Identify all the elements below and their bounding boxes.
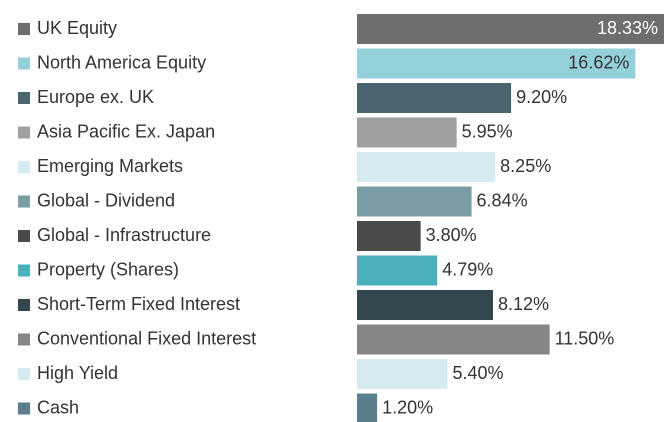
bar [357, 255, 438, 286]
value-label: 6.84% [477, 190, 528, 210]
bar [357, 83, 512, 113]
bar [357, 290, 493, 320]
bar [357, 359, 448, 389]
category-label: Emerging Markets [37, 156, 183, 176]
legend-swatch [18, 368, 30, 380]
bar [357, 14, 664, 44]
value-label: 5.40% [452, 363, 503, 383]
bar [357, 186, 472, 217]
legend-swatch [18, 230, 30, 242]
value-label: 3.80% [426, 225, 477, 245]
legend-swatch [18, 92, 30, 104]
value-label: 11.50% [555, 328, 615, 348]
bar [357, 221, 421, 251]
legend-swatch [18, 299, 30, 311]
category-label: North America Equity [37, 52, 206, 72]
bar [357, 117, 457, 148]
legend-swatch [18, 23, 30, 35]
value-label: 8.25% [500, 156, 551, 176]
legend-swatch [18, 264, 30, 277]
legend-swatch [18, 333, 30, 346]
category-label: Short-Term Fixed Interest [37, 294, 240, 314]
bar [357, 152, 496, 182]
value-label: 4.79% [442, 259, 493, 279]
category-label: High Yield [37, 363, 118, 383]
category-label: Property (Shares) [37, 259, 179, 279]
category-label: UK Equity [37, 18, 117, 38]
value-label: 18.33% [597, 18, 658, 38]
category-label: Asia Pacific Ex. Japan [37, 121, 215, 141]
legend-swatch [18, 402, 30, 415]
category-label: Global - Dividend [37, 190, 175, 210]
value-label: 16.62% [568, 52, 629, 72]
value-label: 8.12% [498, 294, 549, 314]
legend-swatch [18, 57, 30, 70]
category-label: Europe ex. UK [37, 87, 154, 107]
bar [357, 393, 378, 422]
bar [357, 324, 550, 355]
category-label: Cash [37, 397, 79, 417]
legend-swatch [18, 161, 30, 173]
value-label: 5.95% [462, 121, 513, 141]
category-label: Global - Infrastructure [37, 225, 211, 245]
bar [357, 48, 636, 79]
legend-swatch [18, 195, 30, 208]
value-label: 1.20% [382, 397, 433, 417]
value-label: 9.20% [516, 87, 567, 107]
legend-swatch [18, 126, 30, 139]
category-label: Conventional Fixed Interest [37, 328, 256, 348]
